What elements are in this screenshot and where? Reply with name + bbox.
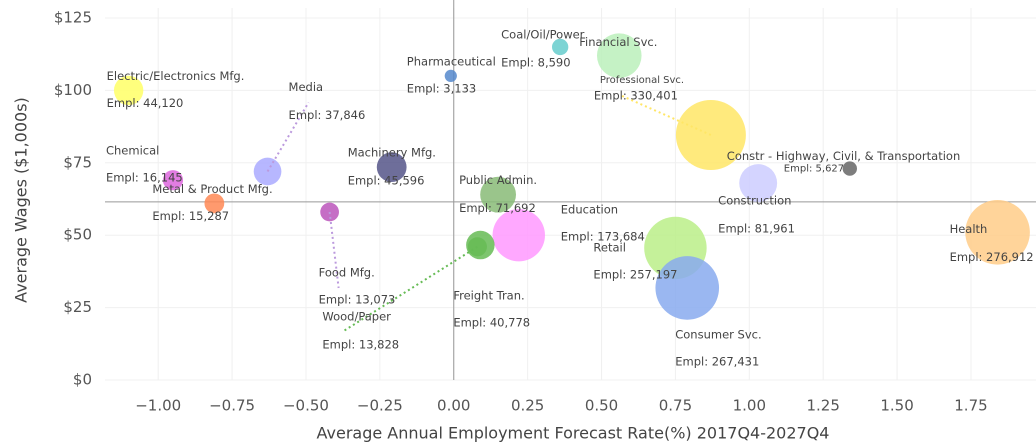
bubble-size-label: Empl: 276,912 [950,250,1034,264]
bubble-name: Freight Tran. [453,289,524,303]
bubble-name: Chemical [106,144,159,158]
x-tick-label: −0.25 [357,397,403,415]
y-axis-label: Average Wages ($1,000s) [12,97,31,303]
x-tick-label: −0.50 [283,397,329,415]
bubble-name: Retail [593,240,626,254]
bubble-name: Financial Svc. [579,35,657,49]
bubble [551,38,569,56]
x-axis-label: Average Annual Employment Forecast Rate(… [317,424,830,443]
x-tick-label: −1.00 [135,397,181,415]
bubble-name: Professional Svc. [600,75,684,86]
bubble-size-label: Empl: 71,692 [459,201,536,215]
x-tick-label: 1.00 [733,397,766,415]
bubble-size-label: Empl: 37,846 [289,108,366,122]
bubble-size-label: Empl: 3,133 [407,81,476,95]
leader-line [266,101,310,172]
bubble-size-label: Empl: 45,596 [348,174,425,188]
bubble [444,69,457,83]
bubble-size-label: Empl: 40,778 [453,316,530,330]
x-tick-label: 1.25 [806,397,839,415]
bubble-size-label: Empl: 13,073 [319,293,396,307]
bubble-name: Health [950,222,988,236]
bubble [162,170,184,191]
leader-line [619,94,712,136]
x-tick-label: 0.00 [437,397,470,415]
bubble-size-label: Empl: 8,590 [501,55,570,69]
bubble-size-label: Empl: 330,401 [594,88,678,102]
bubble-name: Wood/Paper [322,309,391,323]
bubble-size-label: Empl: 267,431 [675,354,759,368]
bubble-size-label: Empl: 257,197 [593,267,677,281]
x-tick-label: 1.75 [954,397,987,415]
bubble-size-label: Empl: 15,287 [152,209,229,223]
bubble-name: Coal/Oil/Power [501,27,585,41]
y-tick-label: $50 [63,226,92,244]
y-tick-label: $25 [63,298,92,316]
x-tick-label: −0.75 [209,397,255,415]
bubble-name: Public Admin. [459,173,537,187]
bubble [842,161,857,176]
bubble-name: Food Mfg. [319,266,375,280]
bubble-name: Electric/Electronics Mfg. [107,69,245,83]
y-tick-label: $100 [54,81,92,99]
bubble-name: Consumer Svc. [675,327,761,341]
bubble-name: Machinery Mfg. [348,146,436,160]
bubble-size-label: Empl: 44,120 [107,96,184,110]
bubble-size-label: Empl: 13,828 [322,337,399,351]
bubble [204,193,225,214]
bubble-name: Pharmaceutical [407,54,496,68]
bubble-name: Education [561,203,618,217]
bubble [739,164,778,203]
bubble-name: Media [289,80,324,94]
bubble-name: Constr - Highway, Civil, & Transportatio… [727,149,960,163]
bubble-name: Construction [718,194,791,208]
bubble-name: Metal & Product Mfg. [152,182,272,196]
bubble [655,256,720,320]
x-tick-label: 1.50 [880,397,913,415]
bubble-size-label: Empl: 81,961 [718,222,795,236]
bubble [113,75,144,106]
y-tick-label: $125 [54,9,92,27]
bubble-size-label: Empl: 16,145 [106,171,183,185]
bubble [596,33,642,78]
x-tick-label: 0.25 [511,397,544,415]
y-tick-label: $0 [73,371,92,389]
bubble [480,176,516,213]
bubble-size-label: Empl: 173,684 [561,230,645,244]
bubble [376,152,407,183]
bubble-size-label: Empl: 5,627 [784,164,844,175]
y-tick-label: $75 [63,153,92,171]
x-tick-label: 0.75 [659,397,692,415]
leader-line [341,245,478,333]
bubble [492,208,545,262]
bubble [965,200,1030,265]
x-tick-label: 0.50 [585,397,618,415]
